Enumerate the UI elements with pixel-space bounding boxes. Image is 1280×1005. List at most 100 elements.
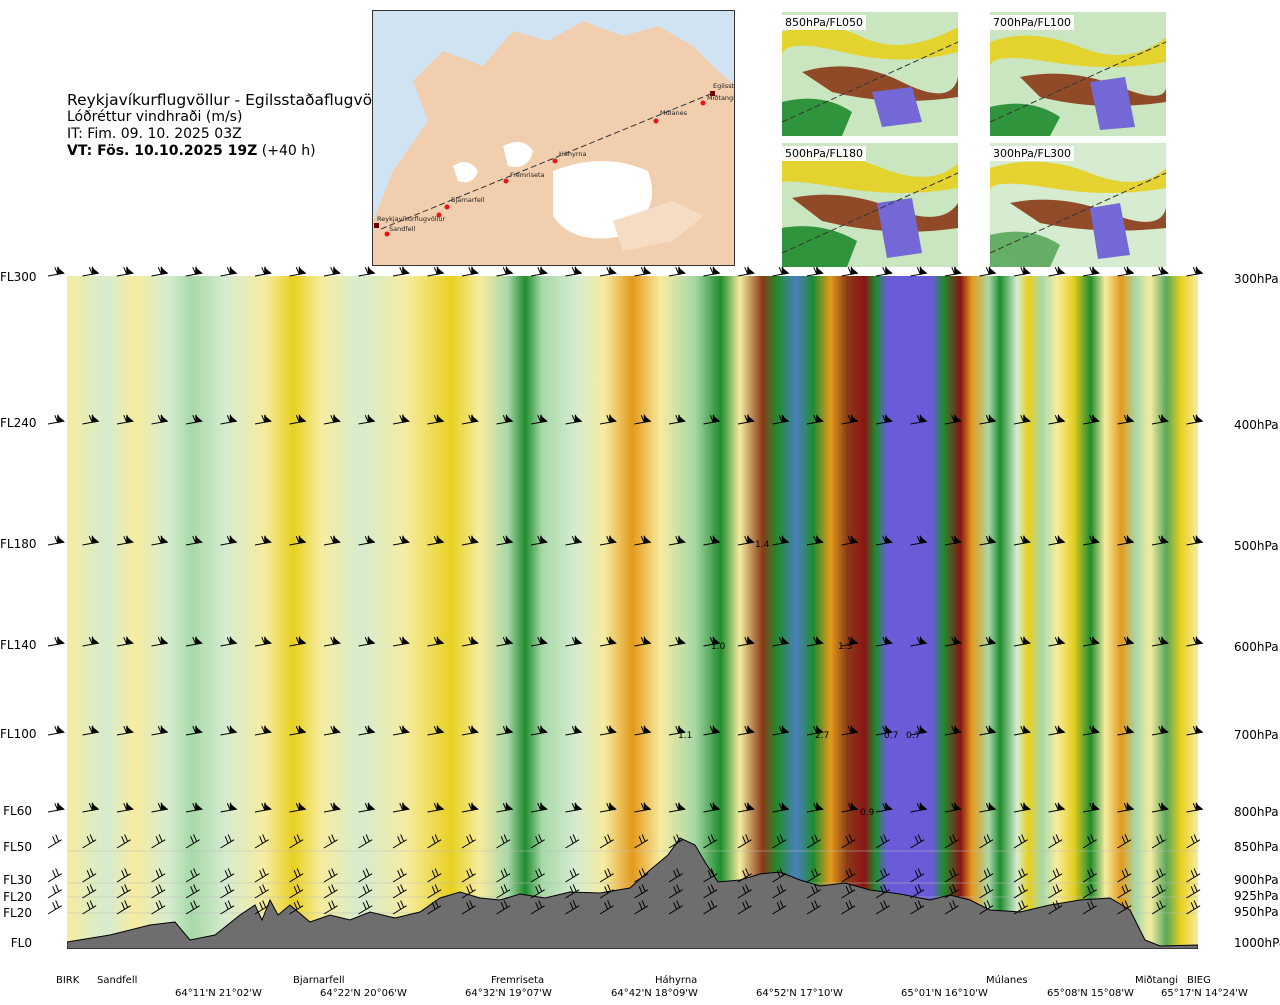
wind-barb-feather-108-0 (229, 636, 234, 644)
wind-barb-feather-55-0 (747, 414, 752, 422)
wind-barb-feather-171-0 (57, 802, 62, 810)
wind-barb-feather-16-0 (574, 266, 579, 274)
hpa-label-400: 400hPa (1234, 418, 1279, 432)
wind-barb-263 (910, 873, 925, 883)
hpa-label-500: 500hPa (1234, 539, 1279, 553)
wind-barb-feather-266-1 (983, 870, 988, 878)
wind-barb-feather-178-1 (295, 803, 300, 811)
wind-barb-feather-310-1 (155, 902, 160, 910)
wind-barb-feather-107-1 (192, 637, 197, 645)
wind-barb-feather-227-1 (811, 836, 816, 844)
wind-barb-feather-318-0 (434, 900, 439, 908)
wind-barb-feather-35-0 (57, 414, 62, 422)
wind-barb-322 (599, 905, 614, 915)
waypoint-sandfell: Sandfell (97, 975, 138, 986)
wind-barb-feather-138-0 (91, 725, 96, 733)
wind-barb-feather-72-0 (160, 535, 165, 543)
wind-barb-feather-266-0 (986, 868, 991, 876)
wind-barb-feather-69-1 (54, 536, 59, 544)
wind-barb-feather-47-0 (471, 414, 476, 422)
wind-barb-feather-82-0 (505, 535, 510, 543)
map-point-sandfell (384, 231, 390, 237)
wind-barb-feather-183-0 (471, 802, 476, 810)
wind-barb-294 (806, 889, 821, 899)
wind-barb-feather-35-1 (54, 415, 59, 423)
wind-barb-feather-248-1 (362, 870, 367, 878)
wind-barb-205 (82, 839, 97, 849)
wind-barb-feather-5-0 (195, 266, 200, 274)
wind-barb-315 (358, 905, 373, 915)
fl-label-fl20b: FL20 (3, 906, 32, 920)
wind-barb-feather-240-1 (86, 870, 91, 878)
wind-barb-feather-295-0 (814, 884, 819, 892)
waypoint-hahyrna: Háhyrna (655, 975, 698, 986)
wind-barb-feather-261-1 (811, 870, 816, 878)
wind-barb-feather-121-1 (675, 637, 680, 645)
wind-barb-feather-333-0 (952, 900, 957, 908)
coord-6: 65°01'N 16°10'W (901, 988, 988, 999)
wind-barb-feather-287-0 (538, 884, 543, 892)
wind-barb-feather-254-1 (569, 870, 574, 878)
wind-barb-feather-235-1 (1087, 836, 1092, 844)
wind-barb-feather-334-0 (986, 900, 991, 908)
wind-barb-feather-323-0 (607, 900, 612, 908)
thumbnail-850hpa[interactable]: 850hPa/FL050 (782, 12, 958, 136)
wind-barb-feather-113-1 (399, 637, 404, 645)
wind-barb-feather-239-1 (52, 870, 57, 878)
wind-barb-feather-122-1 (709, 637, 714, 645)
wind-barb-feather-84-1 (571, 536, 576, 544)
wind-barb-feather-292-1 (707, 886, 712, 894)
wind-barb-290 (668, 889, 683, 899)
thumbnail-300hpa[interactable]: 300hPa/FL300 (990, 143, 1166, 267)
wind-barb-feather-211-1 (259, 836, 264, 844)
wind-barb-278 (254, 889, 269, 899)
wind-barb-feather-141-1 (192, 726, 197, 734)
wind-barb-feather-97-1 (1020, 536, 1025, 544)
wind-barb-feather-29-0 (1023, 266, 1028, 274)
wind-barb-feather-217-0 (469, 834, 474, 842)
annotation-8: 0.9 (860, 808, 875, 818)
wind-barb-feather-299-0 (952, 884, 957, 892)
wind-barb-feather-14-0 (505, 266, 510, 274)
wind-barb-feather-264-0 (917, 868, 922, 876)
wind-barb-feather-9-1 (330, 267, 335, 275)
wind-barb-280 (323, 889, 338, 899)
wind-barb-262 (875, 873, 890, 883)
wind-barb-feather-281-0 (331, 884, 336, 892)
wind-barb-feather-51-0 (609, 414, 614, 422)
wind-barb-229 (910, 839, 925, 849)
wind-barb-feather-291-1 (673, 886, 678, 894)
wind-barb-feather-280-0 (296, 884, 301, 892)
wind-barb-277 (220, 889, 235, 899)
wind-barb-feather-297-0 (883, 884, 888, 892)
wind-barb-feather-203-0 (1161, 802, 1166, 810)
wind-barb-feather-236-1 (1121, 836, 1126, 844)
wind-barb-feather-78-0 (367, 535, 372, 543)
route-title: Reykjavíkurflugvöllur - Egilsstaðaflugvö… (67, 91, 397, 109)
wind-barb-323 (634, 905, 649, 915)
wind-barb-feather-243-1 (190, 870, 195, 878)
wind-barb-feather-301-1 (1018, 886, 1023, 894)
annotation-5: 2.7 (815, 731, 829, 741)
wind-barb-feather-161-1 (882, 726, 887, 734)
wind-barb-feather-26-1 (916, 267, 921, 275)
thumbnail-500hpa[interactable]: 500hPa/FL180 (782, 143, 958, 267)
wind-barb-feather-270-0 (1124, 868, 1129, 876)
wind-barb-feather-100-0 (1126, 535, 1131, 543)
thumbnail-700hpa[interactable]: 700hPa/FL100 (990, 12, 1166, 136)
wind-barb-feather-246-0 (296, 868, 301, 876)
wind-barb-feather-229-1 (880, 836, 885, 844)
value-annotations: 1.4 1.0 1.3 1.1 2.7 0.7 0.7 0.9 (678, 540, 920, 818)
thumbnail-700hpa-image (990, 12, 1166, 136)
wind-barb-feather-260-0 (779, 868, 784, 876)
wind-barb-feather-279-0 (262, 884, 267, 892)
wind-barb-feather-198-0 (988, 802, 993, 810)
fl-label-fl180: FL180 (0, 537, 37, 551)
wind-barb-feather-239-0 (55, 868, 60, 876)
wind-barb-feather-96-0 (988, 535, 993, 543)
wind-barb-206 (116, 839, 131, 849)
wind-barb-feather-209-1 (190, 836, 195, 844)
fl-label-fl140: FL140 (0, 638, 37, 652)
wind-barb-333 (979, 905, 994, 915)
wind-barb-269 (1117, 873, 1132, 883)
